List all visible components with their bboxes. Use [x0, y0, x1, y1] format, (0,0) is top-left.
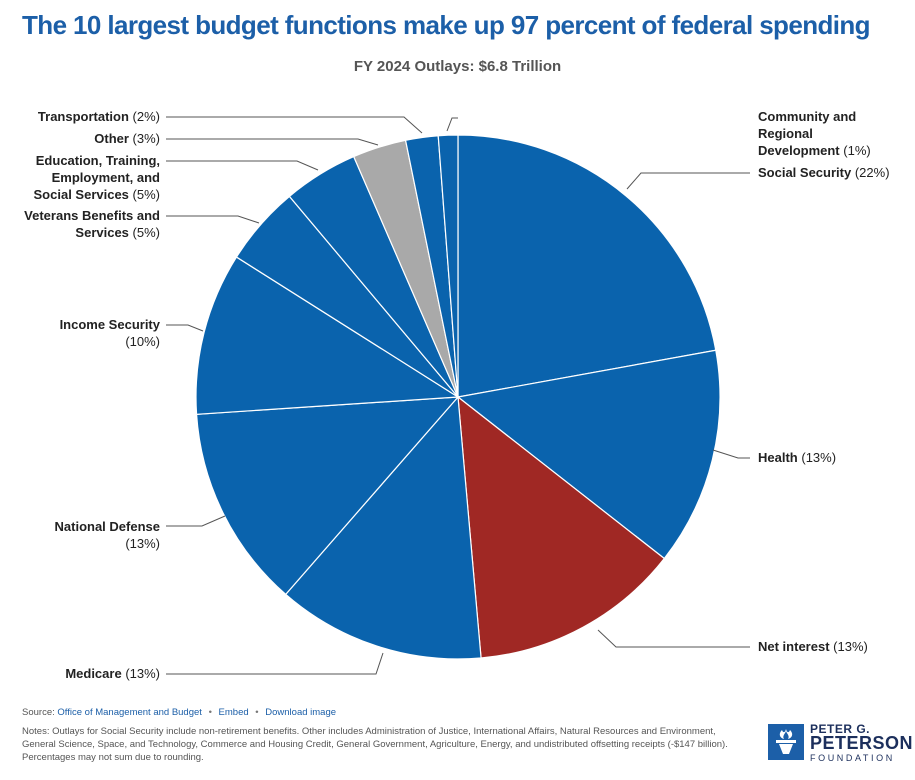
- leader-line-community: [446, 117, 458, 132]
- label-transportation: Transportation (2%): [37, 109, 160, 124]
- leader-line-health: [712, 449, 750, 459]
- label-health: Health (13%): [758, 450, 837, 465]
- source-prefix: Source:: [22, 707, 55, 718]
- leader-line-income-security: [166, 324, 204, 332]
- logo-line1: PETER G.: [810, 722, 871, 736]
- leader-line-veterans: [166, 215, 260, 224]
- notes-text: Notes: Outlays for Social Security inclu…: [22, 726, 728, 763]
- bullet-separator: •: [255, 707, 259, 718]
- torch-icon: [768, 724, 804, 760]
- leader-line-other: [166, 138, 379, 146]
- pie-slice-income-security[interactable]: [195, 256, 460, 415]
- source-omb-link[interactable]: Office of Management and Budget: [57, 707, 202, 718]
- pie-chart: [166, 116, 750, 675]
- pie-slice-health[interactable]: [456, 349, 721, 560]
- pie-slice-national-defense[interactable]: [195, 396, 460, 596]
- leader-line-transportation: [166, 116, 423, 134]
- pie-slice-social-security[interactable]: [457, 134, 717, 398]
- label-veterans: Veterans Benefits and Services (5%): [24, 208, 160, 240]
- label-national-defense: National Defense (13%): [54, 519, 160, 551]
- chart-title: The 10 largest budget functions make up …: [22, 10, 871, 40]
- leader-line-net-interest: [597, 629, 750, 648]
- bullet-separator: •: [208, 707, 212, 718]
- label-medicare: Medicare (13%): [65, 666, 160, 681]
- peterson-foundation-logo[interactable]: PETER G. PETERSON FOUNDATION: [768, 722, 913, 764]
- download-image-link[interactable]: Download image: [265, 707, 337, 718]
- label-net-interest: Net interest (13%): [758, 639, 868, 654]
- pie-slice-community-and-regional-development[interactable]: [437, 134, 459, 398]
- leader-line-medicare: [166, 652, 384, 675]
- embed-link[interactable]: Embed: [218, 707, 249, 718]
- label-other: Other (3%): [94, 131, 160, 146]
- chart-subtitle: FY 2024 Outlays: $6.8 Trillion: [353, 58, 562, 75]
- leader-line-education: [166, 160, 319, 171]
- logo-line2: PETERSON: [810, 733, 914, 753]
- logo-line3: FOUNDATION: [810, 753, 895, 763]
- source-line: Source: Office of Management and Budget …: [22, 707, 336, 718]
- label-social-security: Social Security (22%): [758, 165, 890, 180]
- label-community: Community and Regional Development (1%): [758, 109, 871, 158]
- label-income-security: Income Security (10%): [59, 317, 160, 349]
- leader-line-social-security: [626, 172, 750, 190]
- pie-slice-medicare[interactable]: [284, 395, 482, 660]
- leader-line-national-defense: [166, 515, 226, 527]
- pie-slice-net-interest[interactable]: [457, 395, 666, 659]
- label-education: Education, Training, Employment, and Soc…: [33, 153, 160, 202]
